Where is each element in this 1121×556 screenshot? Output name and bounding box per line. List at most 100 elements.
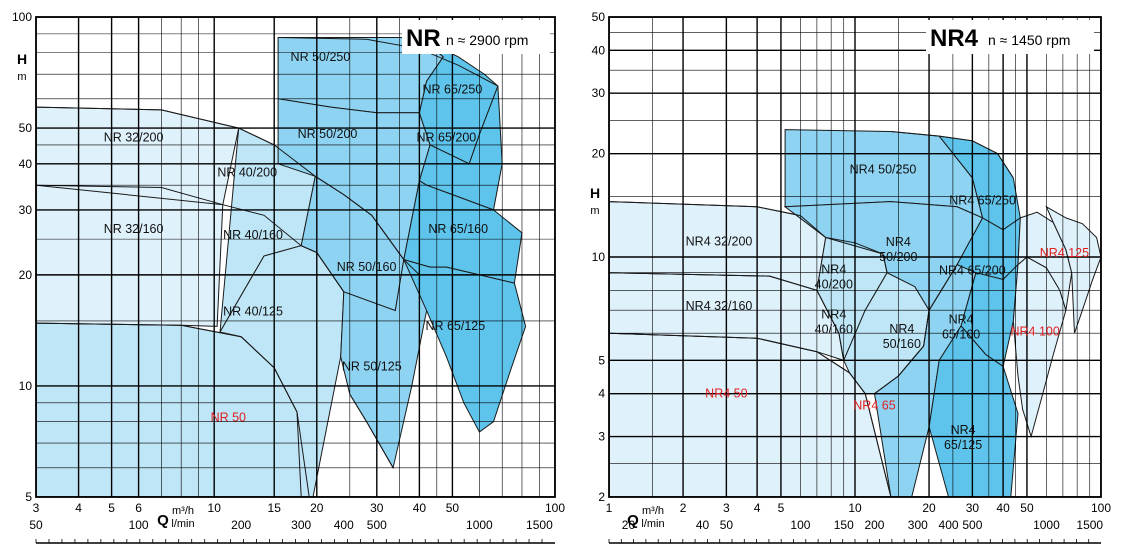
y-tick-label: 40 — [592, 43, 606, 57]
zone-label: NR4 50/250 — [850, 163, 917, 177]
plot-frame — [608, 16, 1102, 498]
zone-label-line: NR4 — [889, 322, 914, 336]
zone-label: NR 65/125 — [425, 319, 485, 333]
x-tick-label-m3h: 10 — [848, 501, 862, 515]
x-axis-unit-m3h: m³/h — [642, 505, 664, 517]
y-axis-unit: m — [590, 205, 599, 217]
chart-title: NR4 — [930, 25, 979, 52]
x-tick-label-m3h: 15 — [268, 501, 282, 515]
x-tick-label-m3h: 5 — [108, 501, 115, 515]
zone-label: NR4 65/200 — [939, 263, 1006, 277]
y-tick-label: 3 — [598, 430, 605, 444]
zone-label: NR4 40/200 — [815, 263, 853, 292]
zones-layer — [36, 37, 527, 497]
x-tick-label-m3h: 10 — [208, 501, 222, 515]
x-tick-label-lmin: 300 — [291, 518, 311, 532]
pump-curve-0 — [36, 106, 420, 276]
zone-label: NR 65/250 — [423, 83, 483, 97]
zone-label: NR 65/160 — [428, 222, 488, 236]
zone-label: NR 40/125 — [223, 305, 283, 319]
zone-label: NR4 125 — [1040, 246, 1089, 260]
x-axis-label: Q — [627, 512, 639, 529]
zone-label: NR4 40/160 — [815, 308, 853, 337]
y-tick-label: 2 — [598, 490, 605, 504]
x-tick-label-lmin: 40 — [696, 518, 710, 532]
zone-shape-14 — [1045, 205, 1101, 334]
y-tick-label: 50 — [19, 121, 33, 135]
zone-label: NR 50/160 — [337, 260, 397, 274]
zone-label: NR4 100 — [1010, 325, 1059, 339]
x-tick-label-m3h: 100 — [545, 501, 565, 515]
zone-label-line: NR4 — [821, 308, 846, 322]
y-axis-label: H — [590, 185, 600, 201]
zone-label-line: NR4 — [886, 235, 911, 249]
y-tick-label: 100 — [12, 10, 32, 24]
zone-label: NR4 50 — [705, 386, 747, 400]
zone-label: NR 50 — [211, 411, 246, 425]
zone-label: NR4 65/160 — [942, 312, 980, 341]
y-tick-label: 10 — [592, 250, 606, 264]
x-tick-label-lmin: 150 — [834, 518, 854, 532]
chart-subtitle: n ≈ 1450 rpm — [988, 32, 1070, 48]
x-tick-label-lmin: 20 — [622, 518, 636, 532]
x-tick-label-lmin: 50 — [29, 518, 43, 532]
x-axis-label: Q — [157, 512, 169, 529]
x-tick-label-lmin: 300 — [908, 518, 928, 532]
zone-label-line: 40/200 — [815, 278, 853, 292]
x-tick-label-lmin: 100 — [129, 518, 149, 532]
x-tick-label-lmin: 200 — [864, 518, 884, 532]
zone-label: NR 40/160 — [223, 228, 283, 242]
chart-title: NR — [406, 25, 441, 52]
zone-label: NR4 65/125 — [944, 423, 982, 452]
x-axis-unit-lmin: l/min — [171, 518, 194, 530]
chart-subtitle: n ≈ 2900 rpm — [446, 32, 528, 48]
x-tick-label-lmin: 400 — [334, 518, 354, 532]
x-tick-label-m3h: 3 — [33, 501, 40, 515]
zone-label-line: NR4 — [949, 312, 974, 326]
x-tick-label-lmin: 500 — [962, 518, 982, 532]
zone-label: NR 50/200 — [298, 127, 358, 141]
zone-label: NR 50/250 — [291, 50, 351, 64]
y-tick-label: 5 — [25, 490, 32, 504]
zone-label: NR4 32/200 — [686, 235, 753, 249]
pump-curve-3 — [874, 264, 958, 395]
pump-curve-2 — [36, 322, 310, 497]
x-tick-label-m3h: 30 — [370, 501, 384, 515]
title-box — [926, 20, 1094, 54]
x-axis-unit-m3h: m³/h — [172, 505, 194, 517]
x-tick-label-lmin: 100 — [790, 518, 810, 532]
zone-label: NR 32/160 — [104, 222, 164, 236]
zone-label: NR4 50/200 — [879, 235, 917, 264]
x-tick-label-m3h: 6 — [135, 501, 142, 515]
x-tick-label-lmin: 400 — [939, 518, 959, 532]
x-tick-label-lmin: 1000 — [466, 518, 493, 532]
x-tick-label-lmin: 1500 — [526, 518, 553, 532]
x-tick-label-lmin: 200 — [231, 518, 251, 532]
pump-curve-2 — [609, 332, 892, 497]
x-tick-label-m3h: 1 — [606, 501, 613, 515]
zone-label: NR 32/200 — [104, 130, 164, 144]
grid-layer — [609, 17, 1101, 497]
x-tick-label-m3h: 2 — [680, 501, 687, 515]
x-tick-label-m3h: 20 — [922, 501, 936, 515]
zone-label: NR4 50/160 — [883, 322, 921, 351]
zone-label: NR4 32/160 — [686, 299, 753, 313]
zone-label: NR4 65 — [853, 398, 895, 412]
y-tick-label: 30 — [19, 203, 33, 217]
x-tick-label-m3h: 4 — [754, 501, 761, 515]
zone-label-line: 65/160 — [942, 327, 980, 341]
x-tick-label-m3h: 5 — [778, 501, 785, 515]
zone-label-line: NR4 — [951, 423, 976, 437]
y-tick-label: 4 — [598, 387, 605, 401]
zone-label-line: 40/160 — [815, 323, 853, 337]
y-axis-label: H — [17, 51, 27, 67]
x-axis-unit-lmin: l/min — [641, 518, 664, 530]
zone-label: NR 50/125 — [342, 360, 402, 374]
title-box — [402, 20, 550, 54]
zone-label-line: 50/200 — [879, 250, 917, 264]
zone-shape-1 — [36, 184, 224, 327]
y-tick-label: 5 — [598, 353, 605, 367]
zone-label-line: 50/160 — [883, 337, 921, 351]
zone-label-line: 65/125 — [944, 438, 982, 452]
